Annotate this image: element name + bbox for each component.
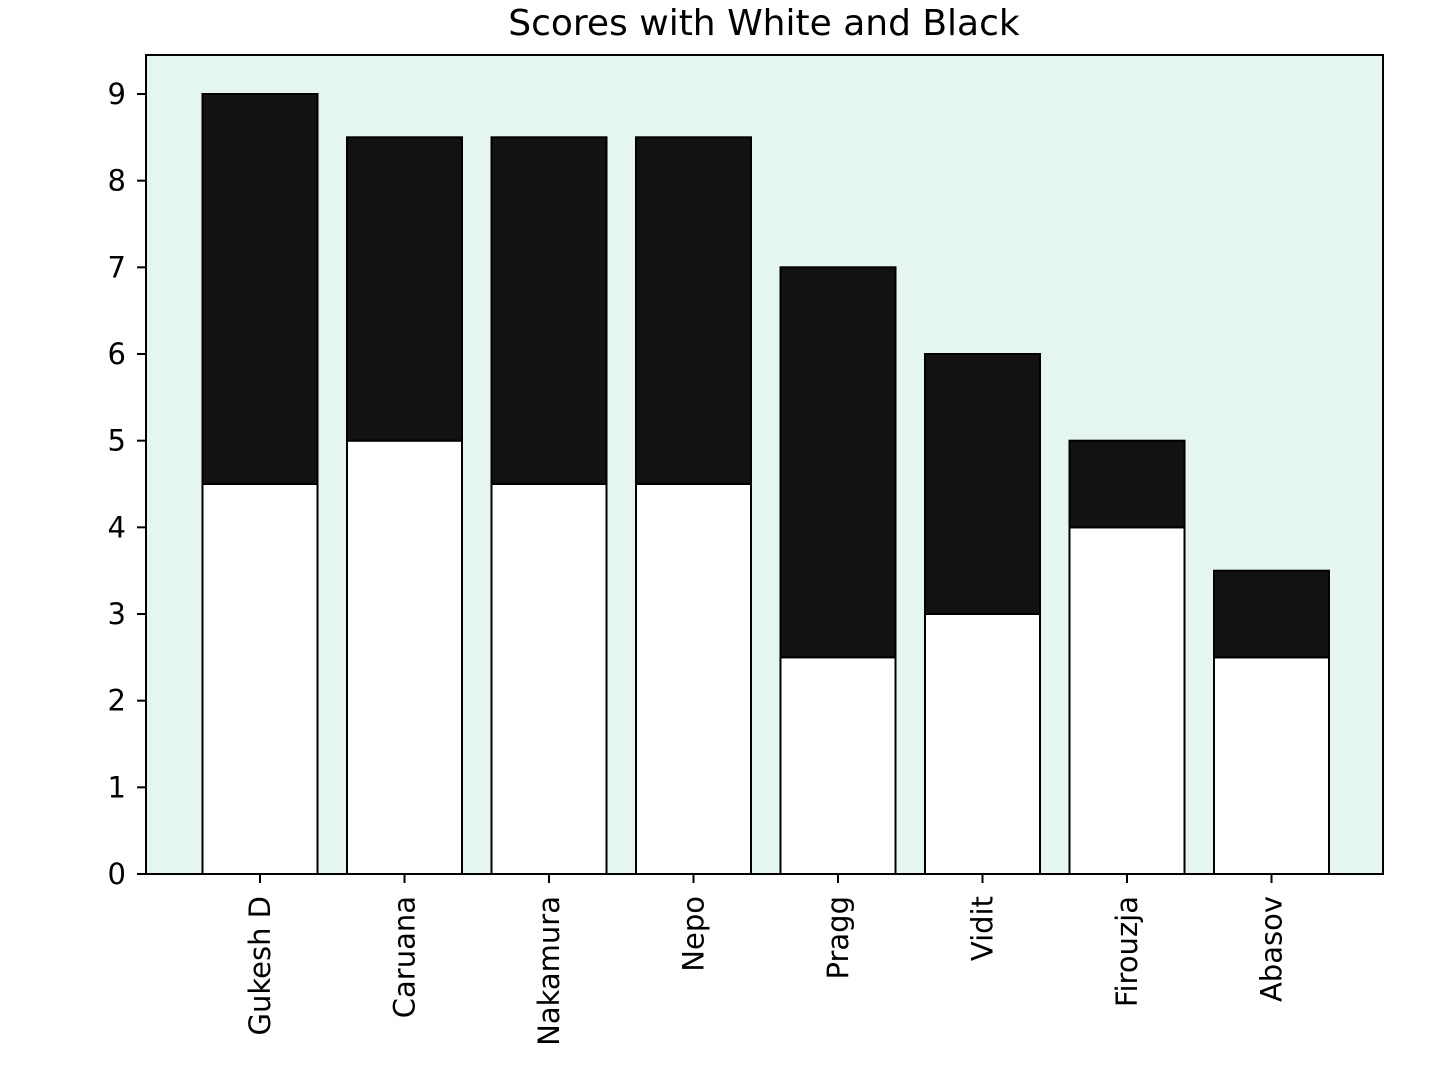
bar-lower-3: [635, 483, 752, 875]
y-tick-label: 8: [108, 164, 126, 198]
bar-lower-6: [1068, 526, 1186, 875]
bar-lower-0: [201, 483, 319, 875]
bar-upper-3: [635, 136, 752, 486]
plot-area: [146, 55, 1383, 874]
x-tick-label: Caruana: [388, 896, 422, 1018]
y-tick-label: 3: [108, 597, 126, 631]
y-tick-label: 0: [108, 857, 126, 891]
y-tick-label: 6: [108, 337, 126, 371]
y-tick-label: 5: [108, 424, 126, 458]
bar-upper-5: [924, 353, 1041, 615]
bar-lower-7: [1213, 656, 1330, 875]
bar-upper-1: [346, 136, 463, 442]
x-tick-label: Firouzja: [1110, 896, 1144, 1007]
y-tick-label: 2: [108, 684, 126, 718]
bar-upper-2: [490, 136, 608, 486]
bar-upper-7: [1213, 569, 1330, 659]
bar-upper-0: [201, 93, 319, 485]
y-tick-label: 7: [108, 250, 126, 284]
bar-lower-1: [346, 439, 463, 875]
x-tick-label: Nakamura: [532, 896, 566, 1046]
x-tick-label: Nepo: [677, 896, 711, 972]
chart-title: Scores with White and Black: [508, 3, 1020, 44]
y-tick-label: 4: [108, 510, 126, 544]
bar-lower-4: [779, 656, 897, 875]
x-tick-label: Vidit: [966, 896, 1000, 961]
bar-lower-2: [490, 483, 608, 875]
bars: [201, 93, 1330, 875]
y-axis: 0 1 2 3 4 5 6 7 8 9: [108, 77, 146, 891]
x-tick-label: Abasov: [1255, 896, 1289, 1002]
x-tick-label: Gukesh D: [243, 896, 277, 1036]
x-axis: Gukesh D Caruana Nakamura Nepo Pragg Vidit Fir…: [243, 874, 1289, 1046]
bar-lower-5: [924, 613, 1041, 875]
plot-frame: [145, 54, 1384, 875]
y-tick-label: 1: [108, 770, 126, 804]
y-tick-label: 9: [108, 77, 126, 111]
x-tick-label: Pragg: [821, 896, 855, 980]
bar-upper-4: [779, 266, 897, 659]
bar-upper-6: [1068, 439, 1186, 529]
